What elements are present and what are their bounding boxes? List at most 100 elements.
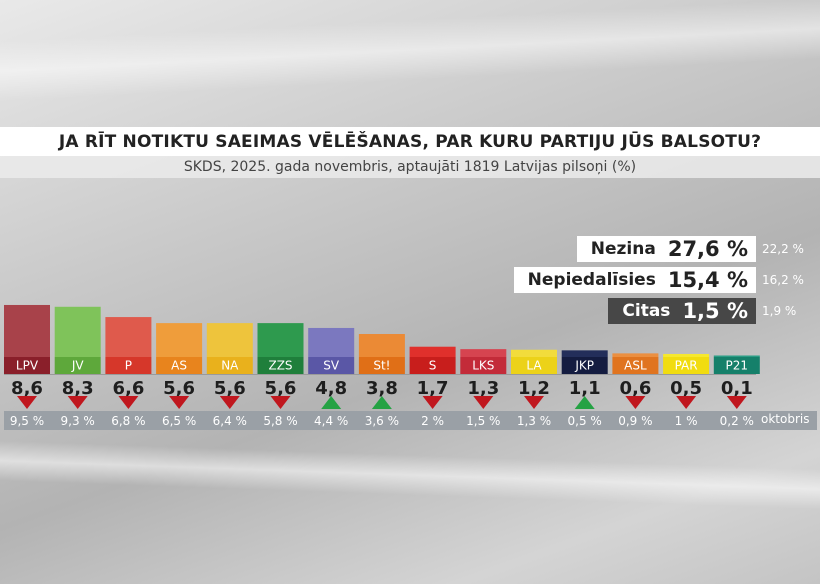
value-label: 8,3: [62, 378, 94, 399]
value-label: 0,1: [721, 378, 753, 399]
value-label: 4,8: [315, 378, 347, 399]
category-label-bg: [358, 357, 405, 374]
summary-value: 1,5 %: [682, 299, 748, 323]
summary-nepiedalisies: Nepiedalīsies 15,4 %: [513, 267, 756, 293]
category-label: JV: [71, 359, 85, 373]
summary-previous: 1,9 %: [762, 304, 797, 318]
bar-sv: [308, 327, 355, 357]
value-label: 0,6: [619, 378, 651, 399]
trend-down-icon: [524, 396, 544, 409]
bar-jkp: [561, 350, 608, 357]
previous-value-label: 5,8 %: [263, 414, 297, 428]
previous-value-label: 0,2 %: [720, 414, 754, 428]
bar-st: [358, 334, 405, 357]
previous-value-label: 1,5 %: [466, 414, 500, 428]
previous-value-label: 1,3 %: [517, 414, 551, 428]
value-label: 6,6: [112, 378, 144, 399]
category-label-bg: [663, 357, 710, 374]
category-label-bg: [206, 357, 253, 374]
trend-up-icon: [371, 396, 392, 409]
category-label: S: [429, 359, 437, 373]
category-label-bg: [105, 357, 152, 374]
value-label: 5,6: [163, 378, 195, 399]
value-label: 1,7: [417, 378, 449, 399]
previous-value-label: 6,4 %: [213, 414, 247, 428]
subtitle-bar: SKDS, 2025. gada novembris, aptaujāti 18…: [0, 156, 820, 178]
previous-value-label: 6,5 %: [162, 414, 196, 428]
category-label-bg: [612, 357, 659, 374]
category-label-bg: [156, 357, 203, 374]
bar-asl: [612, 353, 659, 357]
trend-up-icon: [321, 396, 342, 409]
chart-subtitle: SKDS, 2025. gada novembris, aptaujāti 18…: [183, 159, 637, 175]
previous-value-label: 2 %: [421, 414, 444, 428]
value-label: 1,3: [467, 378, 499, 399]
category-label: St!: [373, 359, 390, 373]
bar-p21: [713, 355, 760, 357]
category-label: AS: [171, 359, 187, 373]
trend-down-icon: [169, 396, 190, 409]
bar-par: [663, 353, 710, 357]
trend-down-icon: [676, 396, 697, 409]
previous-value-label: 6,8 %: [111, 414, 145, 428]
category-label: ZZS: [268, 359, 292, 373]
bar-zzs: [257, 323, 304, 357]
trend-down-icon: [473, 396, 494, 409]
value-label: 5,6: [265, 378, 297, 399]
trend-down-icon: [625, 396, 646, 409]
category-label: LPV: [16, 359, 39, 373]
value-label: 0,5: [670, 378, 702, 399]
value-label: 1,1: [569, 378, 601, 399]
category-label: P: [125, 359, 132, 373]
trend-down-icon: [67, 396, 88, 409]
chart-baseline: [4, 374, 756, 375]
category-label-bg: [54, 357, 101, 374]
previous-value-label: 4,4 %: [314, 414, 348, 428]
bar-as: [156, 323, 203, 357]
previous-value-label: 0,5 %: [568, 414, 602, 428]
previous-value-label: 1 %: [675, 414, 698, 428]
trend-down-icon: [270, 396, 291, 409]
title-bar: JA RĪT NOTIKTU SAEIMAS VĒLĒŠANAS, PAR KU…: [0, 127, 820, 156]
bar-lpv: [4, 304, 50, 357]
summary-label: Nepiedalīsies: [527, 270, 656, 290]
category-label: SV: [323, 359, 340, 373]
bar-la: [511, 349, 557, 357]
bar-lks: [460, 349, 507, 357]
trend-down-icon: [118, 396, 139, 409]
previous-period-label: oktobris: [761, 412, 810, 426]
bar-s: [409, 346, 456, 357]
previous-value-label: 3,6 %: [365, 414, 399, 428]
category-label-bg: [713, 357, 760, 374]
trend-down-icon: [17, 396, 37, 409]
category-label: LA: [526, 359, 542, 373]
bar-jv: [54, 306, 101, 357]
trend-down-icon: [422, 396, 443, 409]
previous-value-label: 9,5 %: [10, 414, 44, 428]
trend-down-icon: [219, 396, 240, 409]
category-label: NA: [221, 359, 239, 373]
value-label: 8,6: [11, 378, 43, 399]
summary-value: 27,6 %: [667, 237, 748, 261]
category-label-bg: [460, 357, 507, 374]
summary-value: 15,4 %: [667, 268, 748, 292]
bar-p: [105, 317, 152, 357]
value-label: 5,6: [214, 378, 246, 399]
previous-values-strip: [4, 411, 817, 430]
summary-label: Nezina: [590, 239, 656, 259]
previous-value-label: 9,3 %: [61, 414, 95, 428]
summary-label: Citas: [622, 301, 671, 321]
category-label-bg: [409, 357, 456, 374]
value-label: 1,2: [518, 378, 550, 399]
category-label: JKP: [574, 359, 594, 373]
category-label: LKS: [472, 359, 494, 373]
category-label: ASL: [624, 359, 647, 373]
summary-nezina: Nezina 27,6 %: [576, 236, 756, 262]
bar-na: [206, 323, 253, 357]
summary-previous: 16,2 %: [762, 273, 804, 287]
chart-title: JA RĪT NOTIKTU SAEIMAS VĒLĒŠANAS, PAR KU…: [58, 131, 762, 152]
category-label-bg: [308, 357, 355, 374]
trend-down-icon: [726, 396, 747, 409]
category-label-bg: [511, 357, 557, 374]
